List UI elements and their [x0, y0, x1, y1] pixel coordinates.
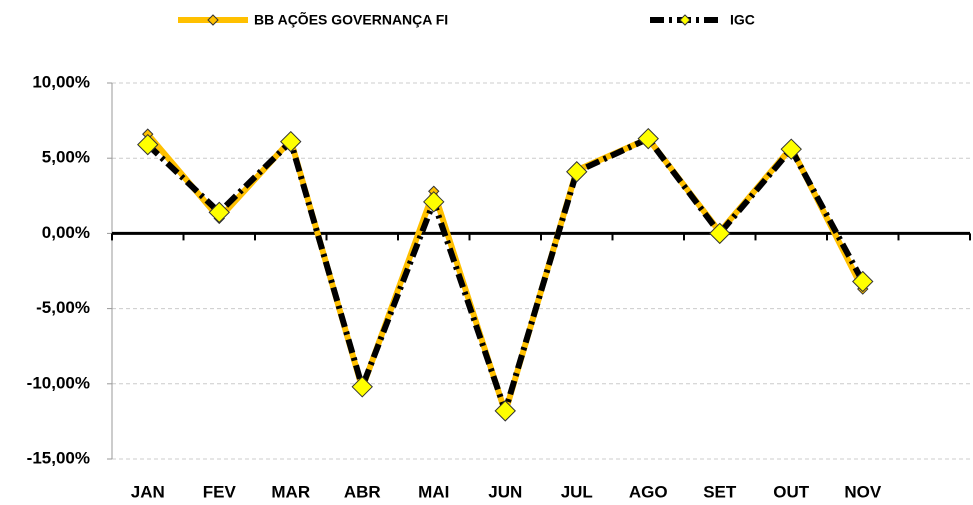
- marker: [280, 130, 302, 153]
- marker: [709, 222, 731, 245]
- legend: BB AÇÕES GOVERNANÇA FI IGC: [178, 11, 755, 28]
- series-line: [145, 132, 866, 416]
- marker: [637, 127, 659, 150]
- legend-label: IGC: [730, 12, 755, 28]
- y-tick-label: 10,00%: [32, 72, 90, 91]
- x-tick-label: ABR: [344, 482, 381, 501]
- legend-marker: [207, 14, 219, 26]
- x-tick-label: JUN: [488, 482, 522, 501]
- x-tick-label: MAI: [418, 482, 449, 501]
- marker: [423, 191, 445, 213]
- y-tick-label: 5,00%: [42, 148, 90, 167]
- marker: [566, 161, 588, 183]
- series-line: [145, 135, 866, 414]
- y-tick-label: -15,00%: [27, 448, 90, 467]
- y-tick-label: -5,00%: [36, 298, 90, 317]
- x-tick-label: JUL: [561, 482, 593, 501]
- x-tick-label: NOV: [844, 482, 882, 501]
- marker: [351, 376, 373, 398]
- legend-marker: [679, 14, 691, 26]
- x-tick-label: FEV: [203, 482, 237, 501]
- marker: [852, 270, 874, 293]
- marker: [137, 133, 159, 156]
- x-tick-label: AGO: [629, 482, 668, 501]
- x-tick-label: MAR: [271, 482, 310, 501]
- y-tick-label: -10,00%: [27, 373, 90, 392]
- legend-label: BB AÇÕES GOVERNANÇA FI: [254, 11, 448, 28]
- marker: [780, 138, 802, 160]
- y-tick-label: 0,00%: [42, 223, 90, 242]
- marker: [494, 400, 516, 422]
- marker: [208, 201, 230, 224]
- x-tick-label: JAN: [131, 482, 165, 501]
- x-tick-label: OUT: [773, 482, 810, 501]
- x-tick-label: SET: [703, 482, 737, 501]
